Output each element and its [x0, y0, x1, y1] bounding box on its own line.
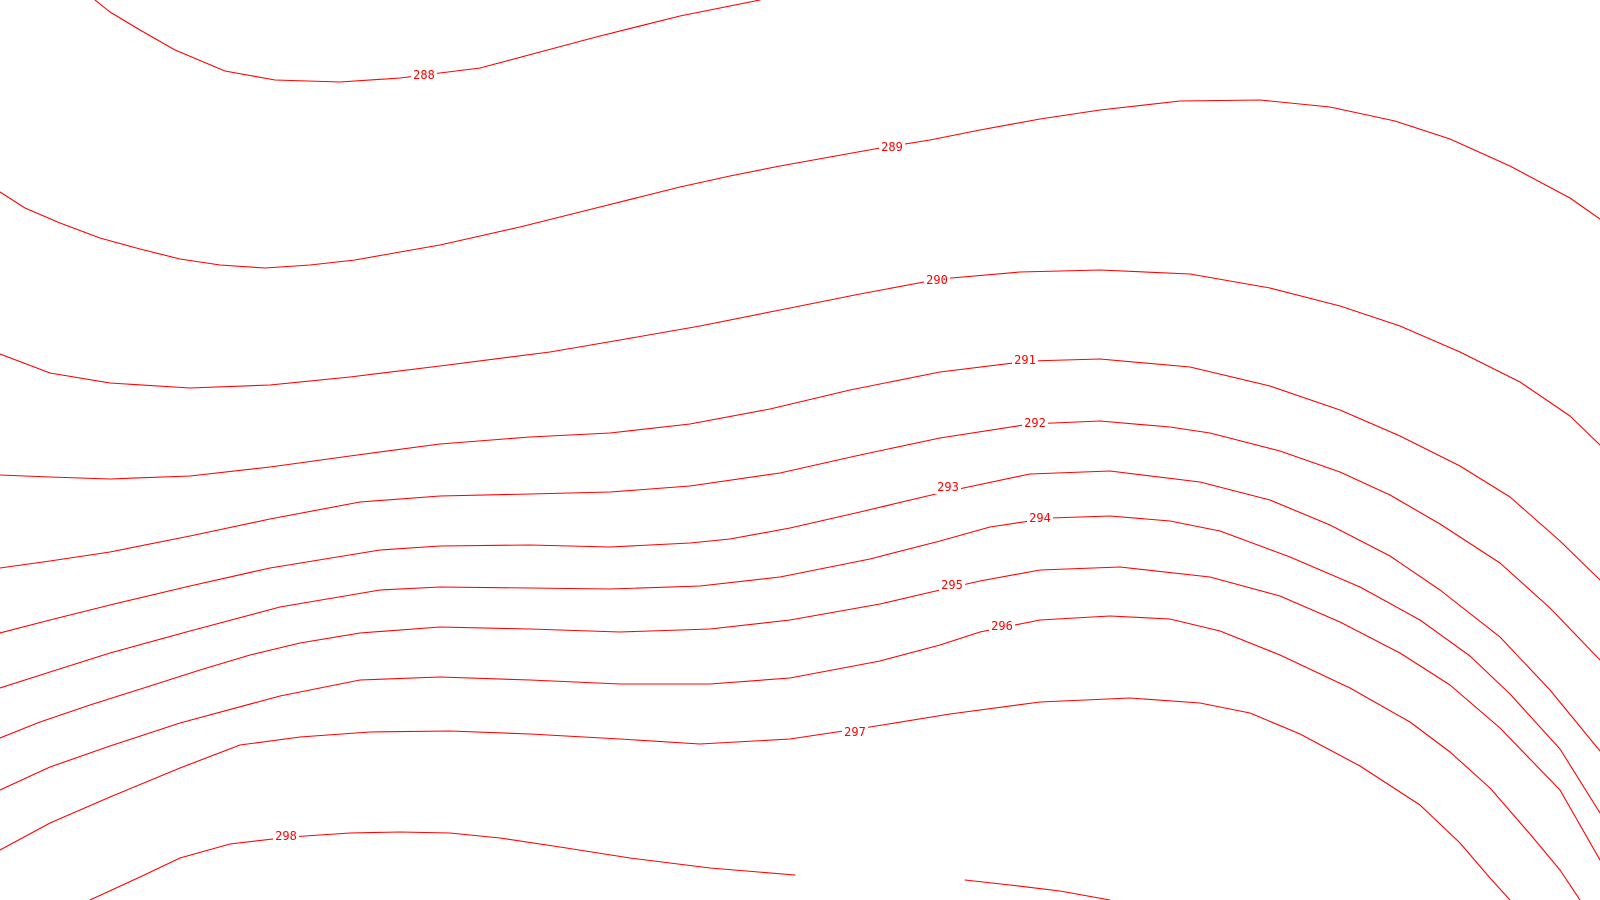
contour-line-293 — [0, 470, 1600, 752]
contour-label-background-288 — [411, 68, 437, 82]
contour-label-294: 294 — [1029, 511, 1051, 525]
contour-label-290: 290 — [926, 273, 948, 287]
contour-label-background-290 — [924, 273, 950, 287]
contour-label-background-291 — [1012, 353, 1038, 367]
contour-label-background-294 — [1027, 511, 1053, 525]
contour-label-295: 295 — [941, 578, 963, 592]
contour-line-298-1 — [89, 831, 796, 900]
contour-label-288: 288 — [413, 68, 435, 82]
contour-label-293: 293 — [937, 480, 959, 494]
contour-line-289 — [0, 99, 1600, 269]
contour-label-298: 298 — [275, 829, 297, 843]
contour-line-298-2 — [964, 879, 1111, 900]
contour-label-background-297 — [842, 725, 868, 739]
contour-label-background-295 — [939, 578, 965, 592]
contour-label-background-298 — [273, 829, 299, 843]
contour-label-background-292 — [1022, 416, 1048, 430]
contour-line-291 — [0, 358, 1600, 581]
contour-line-290 — [0, 269, 1600, 446]
contour-label-background-289 — [879, 140, 905, 154]
contour-line-288 — [94, 0, 761, 83]
contour-label-296: 296 — [991, 619, 1013, 633]
contour-line-292 — [0, 420, 1600, 661]
contour-line-296 — [0, 615, 1581, 900]
contour-label-289: 289 — [881, 140, 903, 154]
contour-label-297: 297 — [844, 725, 866, 739]
contour-label-291: 291 — [1014, 353, 1036, 367]
contour-label-background-296 — [989, 619, 1015, 633]
contour-label-292: 292 — [1024, 416, 1046, 430]
contour-line-294 — [0, 515, 1600, 814]
contour-label-background-293 — [935, 480, 961, 494]
contour-line-297 — [0, 697, 1511, 900]
contour-labels: 288 289 290 291 292 293 294 295 296 297 298 — [273, 68, 1053, 843]
contour-line-295 — [0, 566, 1600, 861]
